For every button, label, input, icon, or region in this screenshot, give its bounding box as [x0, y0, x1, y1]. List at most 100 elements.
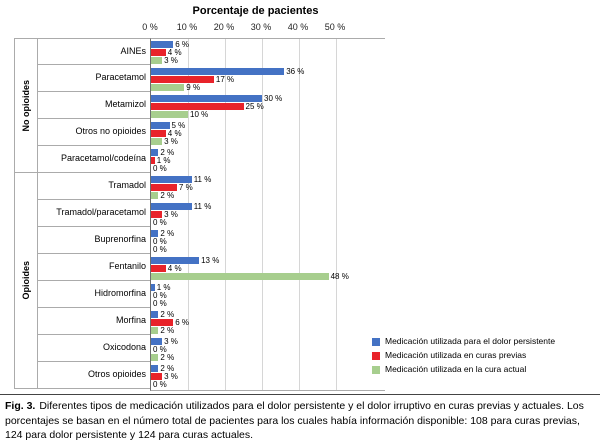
bar-row: 2 % 1 % 0 % [151, 147, 385, 174]
x-axis-ticks: 0 % 10 % 20 % 30 % 40 % 50 % [142, 21, 385, 36]
x-axis-tick: 50 % [324, 22, 346, 32]
chart-title: Porcentaje de pacientes [192, 5, 319, 17]
legend-item: Medicación utilizada en curas previas [372, 349, 594, 361]
bar-value-label: 10 % [190, 109, 209, 119]
category-label: Paracetamol/codeína [38, 146, 150, 173]
group-label: Opioides [21, 261, 31, 300]
bar-row: 3 % 0 % 2 % [151, 336, 385, 363]
category-label: Tramadol [38, 173, 150, 200]
bar-value-label: 0 % [153, 236, 167, 246]
bar [151, 84, 185, 91]
plot-area: 6 % 4 % 3 % 36 % 17 % 9 % 30 % 25 % 10 % 5 % 4 % 3 … [150, 38, 385, 391]
bar [151, 203, 192, 210]
bar-row: 36 % 17 % 9 % [151, 66, 385, 93]
bar [151, 41, 174, 48]
bar [151, 211, 163, 218]
category-label: Hidromorfina [38, 281, 150, 308]
bar [151, 49, 166, 56]
group-label-cell: Opioides [14, 173, 38, 389]
bar-value-label: 0 % [153, 298, 167, 308]
bar [151, 230, 159, 237]
x-axis-tick: 0 % [142, 22, 158, 32]
bar-value-label: 0 % [153, 344, 167, 354]
bar-value-label: 4 % [167, 47, 182, 57]
bar-value-label: 0 % [153, 379, 167, 389]
bar-value-label: 7 % [178, 182, 193, 192]
bar-line: 17 % [151, 75, 385, 83]
bar-line: 1 % [151, 283, 385, 291]
group-label: No opioides [21, 79, 31, 132]
bar-value-label: 6 % [175, 39, 189, 49]
bar-row: 5 % 4 % 3 % [151, 120, 385, 147]
bar-line: 11 % [151, 175, 385, 183]
category-label: Paracetamol [38, 65, 150, 92]
bar [151, 338, 163, 345]
bar-value-label: 48 % [330, 271, 349, 281]
bar-line: 2 % [151, 228, 385, 238]
bar-value-label: 0 % [153, 217, 167, 227]
legend-label: Medicación utilizada en la cura actual [385, 363, 527, 374]
bar-value-label: 3 % [164, 336, 178, 346]
bar-row: 6 % 4 % 3 % [151, 39, 385, 66]
bar-line: 0 % [151, 379, 385, 389]
bar-value-label: 2 % [160, 147, 175, 157]
bar-line: 4 % [151, 128, 385, 138]
bar-row: 11 % 7 % 2 % [151, 174, 385, 201]
bar-line: 3 % [151, 137, 385, 145]
bar [151, 257, 200, 264]
bar-line: 1 % [151, 155, 385, 165]
group-axis: No opioides Opioides [14, 38, 38, 391]
bar-line: 2 % [151, 190, 385, 200]
bar-row: 2 % 6 % 2 % [151, 309, 385, 336]
legend-item: Medicación utilizada para el dolor persi… [372, 336, 594, 347]
bar [151, 265, 166, 272]
bar [151, 76, 214, 83]
bar [151, 373, 163, 380]
bar-line: 6 % [151, 318, 385, 326]
bar [151, 157, 155, 164]
x-axis-tick: 40 % [287, 22, 309, 32]
bar-line: 0 % [151, 164, 385, 172]
category-label: Tramadol/paracetamol [38, 200, 150, 227]
gridline [225, 39, 226, 390]
bar-value-label: 0 % [153, 244, 167, 254]
x-axis-tick: 30 % [250, 22, 272, 32]
bar [151, 111, 188, 118]
bar-value-label: 2 % [160, 363, 175, 373]
bar-value-label: 1 % [156, 155, 171, 165]
bar-value-label: 2 % [160, 190, 175, 200]
category-label: Oxicodona [38, 335, 150, 362]
bar-line: 30 % [151, 94, 385, 102]
category-label: Fentanilo [38, 254, 150, 281]
bar-value-label: 2 % [160, 228, 175, 238]
bar-line: 3 % [151, 371, 385, 381]
bar-line: 0 % [151, 236, 385, 246]
bar-row: 2 % 0 % 0 % [151, 228, 385, 255]
bar-row: 1 % 0 % 0 % [151, 282, 385, 309]
bar-line: 0 % [151, 217, 385, 227]
category-label: Metamizol [38, 92, 150, 119]
bar-value-label: 13 % [201, 255, 220, 265]
x-axis-tick: 20 % [213, 22, 235, 32]
bar-line: 25 % [151, 102, 385, 110]
bar-line: 48 % [151, 271, 385, 281]
legend-item: Medicación utilizada en la cura actual [372, 363, 594, 375]
gridline [262, 39, 263, 390]
category-label: Otros no opioides [38, 119, 150, 146]
bar-value-label: 36 % [286, 66, 305, 76]
bar-row: 2 % 3 % 0 % [151, 363, 385, 390]
bar-value-label: 3 % [164, 371, 178, 381]
category-label: AINEs [38, 38, 150, 65]
bar [151, 184, 177, 191]
bar-line: 36 % [151, 66, 385, 76]
legend-label: Medicación utilizada en curas previas [385, 349, 527, 360]
bar-value-label: 9 % [186, 82, 201, 92]
bar-value-label: 11 % [193, 201, 212, 211]
group-label-cell: No opioides [14, 38, 38, 173]
bar-value-label: 4 % [167, 128, 182, 138]
bar [151, 365, 159, 372]
category-label: Buprenorfina [38, 227, 150, 254]
legend-swatch [372, 338, 380, 346]
bar [151, 273, 329, 280]
